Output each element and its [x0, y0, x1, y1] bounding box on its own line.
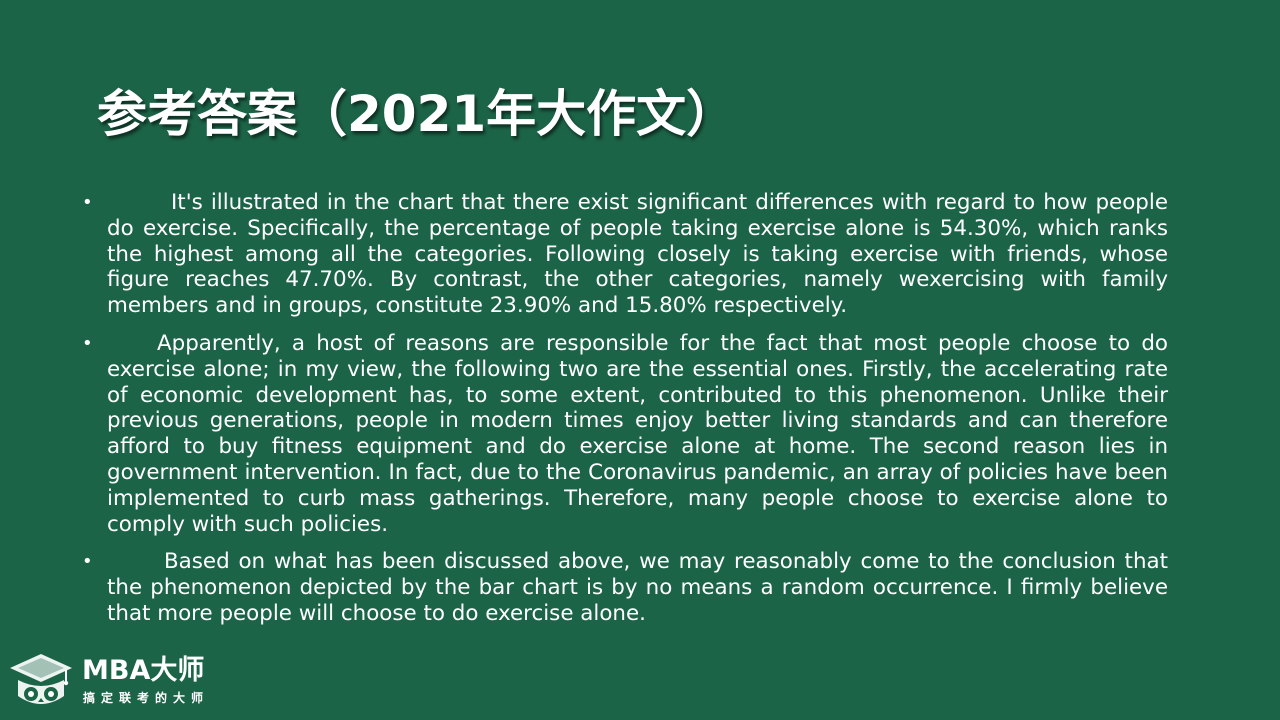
paragraph-reasons: Apparently, a host of reasons are respon…: [107, 330, 1168, 537]
bullet-marker: •: [82, 192, 93, 213]
list-item: • Based on what has been discussed above…: [78, 549, 1168, 626]
list-item: • Apparently, a host of reasons are resp…: [78, 331, 1168, 537]
graduation-cap-owl-icon: [10, 654, 72, 704]
paragraph-conclusion: Based on what has been discussed above, …: [107, 549, 1168, 626]
bullet-marker: •: [82, 551, 93, 573]
bullet-marker: •: [82, 332, 93, 354]
bullet-list: • It's illustrated in the chart that the…: [78, 190, 1168, 639]
paragraph-description: It's illustrated in the chart that there…: [107, 190, 1168, 319]
brand-tagline: 搞定联考的大师: [83, 691, 210, 705]
brand-logo: MBA大师 搞定联考的大师: [8, 652, 218, 714]
list-item: • It's illustrated in the chart that the…: [78, 190, 1168, 319]
brand-name: MBA大师: [82, 655, 205, 686]
slide-title: 参考答案（2021年大作文）: [97, 85, 737, 143]
